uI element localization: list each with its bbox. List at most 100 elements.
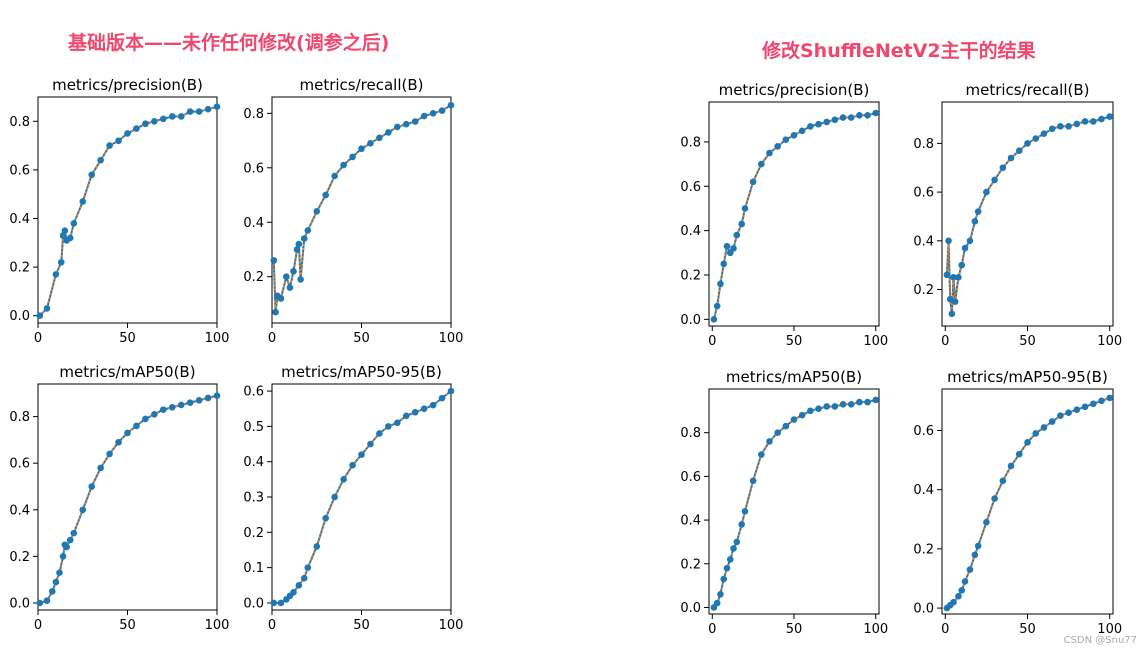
y-tick-label: 0.6: [243, 161, 264, 176]
data-point: [823, 118, 830, 126]
y-tick-label: 0.8: [9, 410, 30, 425]
data-point: [151, 410, 158, 418]
data-point: [59, 553, 67, 560]
data-point: [856, 112, 863, 119]
data-point: [63, 543, 70, 551]
data-point: [106, 142, 113, 149]
data-point: [946, 295, 954, 303]
x-tick-label: 100: [205, 618, 230, 633]
x-tick-label: 50: [786, 334, 803, 349]
data-point: [798, 411, 806, 419]
data-point: [213, 103, 221, 111]
data-point: [79, 198, 87, 205]
x-tick-label: 0: [941, 334, 949, 349]
data-point: [52, 271, 60, 278]
data-point: [1040, 130, 1048, 137]
data-point: [142, 120, 149, 128]
data-point: [36, 599, 44, 607]
data-point: [133, 422, 140, 430]
data-point: [270, 257, 278, 264]
data-point: [958, 587, 966, 594]
data-point: [349, 461, 356, 469]
data-point: [950, 274, 957, 281]
data-point: [955, 274, 962, 281]
data-point: [358, 451, 365, 458]
chart-title: metrics/mAP50-95(B): [947, 368, 1108, 386]
left-group-heading: 基础版本——未作任何修改(调参之后): [68, 32, 390, 54]
data-point: [195, 397, 203, 404]
data-point: [447, 387, 455, 395]
data-point: [277, 599, 285, 607]
data-point: [749, 178, 757, 186]
data-point: [88, 483, 95, 490]
y-tick-label: 0.4: [243, 455, 264, 470]
data-point: [447, 101, 455, 109]
data-point: [974, 208, 982, 215]
y-tick-label: 0.8: [680, 426, 701, 441]
x-tick-label: 0: [268, 331, 276, 346]
data-point: [304, 227, 312, 234]
data-point: [322, 514, 330, 522]
data-point: [277, 295, 285, 302]
series-line: [39, 394, 218, 604]
data-point: [815, 120, 822, 128]
data-point: [57, 258, 65, 266]
x-tick-label: 0: [34, 331, 42, 346]
data-point: [151, 118, 158, 125]
y-tick-label: 0.6: [9, 163, 30, 178]
data-point: [115, 137, 122, 145]
data-point: [70, 220, 78, 227]
x-tick-label: 50: [119, 331, 136, 346]
data-point: [730, 245, 737, 252]
series-line: [39, 105, 218, 317]
data-point: [738, 220, 745, 228]
data-point: [385, 423, 392, 430]
data-point: [43, 305, 51, 312]
data-point: [142, 415, 149, 423]
y-tick-label: 0.2: [680, 268, 701, 283]
data-point: [177, 401, 185, 409]
data-point: [999, 164, 1007, 172]
data-point: [1057, 412, 1064, 419]
x-tick-label: 50: [353, 618, 370, 633]
data-point: [66, 536, 74, 544]
data-point: [723, 242, 731, 250]
chart-7: metrics/mAP50(B) 0 50 100 0.0 0.2 0.4 0.6 0.8: [680, 368, 888, 637]
data-point: [36, 312, 44, 320]
y-tick-label: 0.6: [913, 186, 934, 201]
data-point: [1065, 409, 1072, 416]
data-point: [79, 506, 87, 514]
chart-title: metrics/precision(B): [52, 76, 203, 94]
y-tick-label: 0.4: [680, 224, 701, 239]
data-point: [717, 591, 724, 598]
data-point: [774, 143, 781, 150]
data-point: [106, 450, 113, 458]
data-point: [367, 139, 374, 147]
data-point: [376, 134, 383, 142]
data-point: [758, 451, 765, 458]
data-point: [61, 227, 69, 234]
y-tick-label: 0.8: [913, 137, 934, 152]
data-point: [961, 578, 969, 585]
data-point: [720, 260, 728, 268]
data-point: [1048, 125, 1056, 133]
chart-1: metrics/precision(B) 0 50 100 0.0 0.2 0.4 0.6 0.…: [9, 76, 229, 346]
data-point: [1065, 123, 1072, 130]
data-point: [713, 599, 721, 607]
data-point: [331, 172, 338, 180]
data-point: [402, 120, 410, 128]
data-point: [1081, 403, 1089, 411]
chart-6: metrics/recall(B) 0 50 100 0.2 0.4 0.6 0.8: [913, 81, 1122, 349]
data-point: [411, 408, 419, 416]
x-tick-label: 100: [1097, 334, 1122, 349]
data-point: [730, 545, 737, 552]
data-point: [991, 495, 998, 502]
chart-4: metrics/mAP50-95(B) 0 50 100 0.0 0.1 0.2 0.3 0.4…: [243, 363, 463, 633]
data-point: [331, 493, 338, 501]
data-point: [340, 161, 347, 169]
data-point: [864, 398, 871, 406]
data-point: [376, 430, 383, 437]
data-point: [741, 508, 749, 515]
y-tick-label: 0.0: [9, 309, 30, 324]
data-point: [1089, 118, 1097, 125]
